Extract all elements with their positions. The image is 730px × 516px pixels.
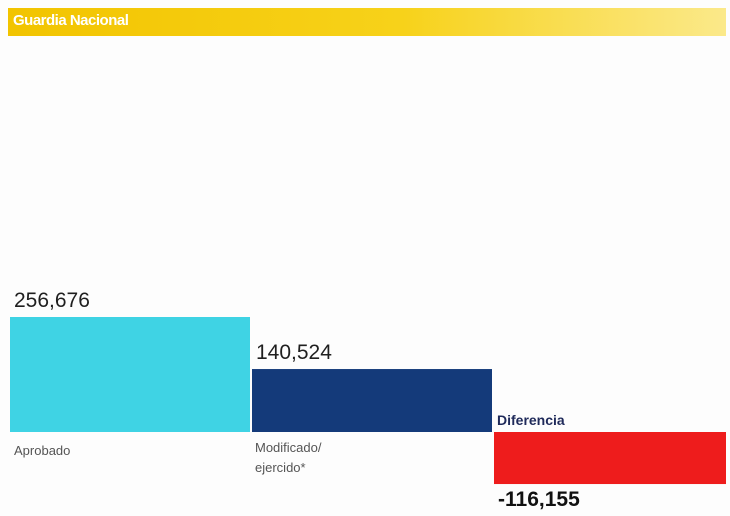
value-label-modificado-ejercido: 140,524 <box>256 341 332 364</box>
difference-value: -116,155 <box>498 488 580 511</box>
bar-diferencia <box>494 432 726 485</box>
bar-modificado-ejercido <box>252 369 492 432</box>
bar-aprobado <box>10 317 250 432</box>
chart-title-bar: Guardia Nacional <box>8 8 726 36</box>
category-label-modificado-line1: Modificado/ <box>255 440 322 455</box>
category-label-aprobado: Aprobado <box>14 443 70 458</box>
category-label-modificado-line2: ejercido* <box>255 460 306 475</box>
chart-title: Guardia Nacional <box>13 12 129 29</box>
value-label-aprobado: 256,676 <box>14 289 90 312</box>
difference-label: Diferencia <box>497 412 565 428</box>
